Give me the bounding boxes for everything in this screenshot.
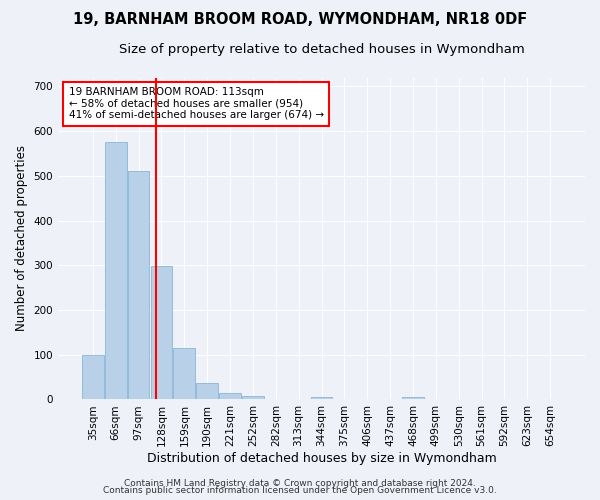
Text: 19, BARNHAM BROOM ROAD, WYMONDHAM, NR18 0DF: 19, BARNHAM BROOM ROAD, WYMONDHAM, NR18 …: [73, 12, 527, 28]
Bar: [105, 142, 127, 400]
Bar: [151, 266, 172, 400]
Bar: [242, 396, 264, 400]
Bar: [311, 397, 332, 400]
Bar: [402, 397, 424, 400]
Bar: [128, 172, 149, 400]
Bar: [196, 383, 218, 400]
Text: Contains HM Land Registry data © Crown copyright and database right 2024.: Contains HM Land Registry data © Crown c…: [124, 478, 476, 488]
X-axis label: Distribution of detached houses by size in Wymondham: Distribution of detached houses by size …: [146, 452, 496, 465]
Bar: [82, 354, 104, 400]
Bar: [173, 348, 195, 400]
Text: 19 BARNHAM BROOM ROAD: 113sqm
← 58% of detached houses are smaller (954)
41% of : 19 BARNHAM BROOM ROAD: 113sqm ← 58% of d…: [68, 87, 324, 120]
Y-axis label: Number of detached properties: Number of detached properties: [15, 146, 28, 332]
Bar: [219, 393, 241, 400]
Text: Contains public sector information licensed under the Open Government Licence v3: Contains public sector information licen…: [103, 486, 497, 495]
Title: Size of property relative to detached houses in Wymondham: Size of property relative to detached ho…: [119, 42, 524, 56]
